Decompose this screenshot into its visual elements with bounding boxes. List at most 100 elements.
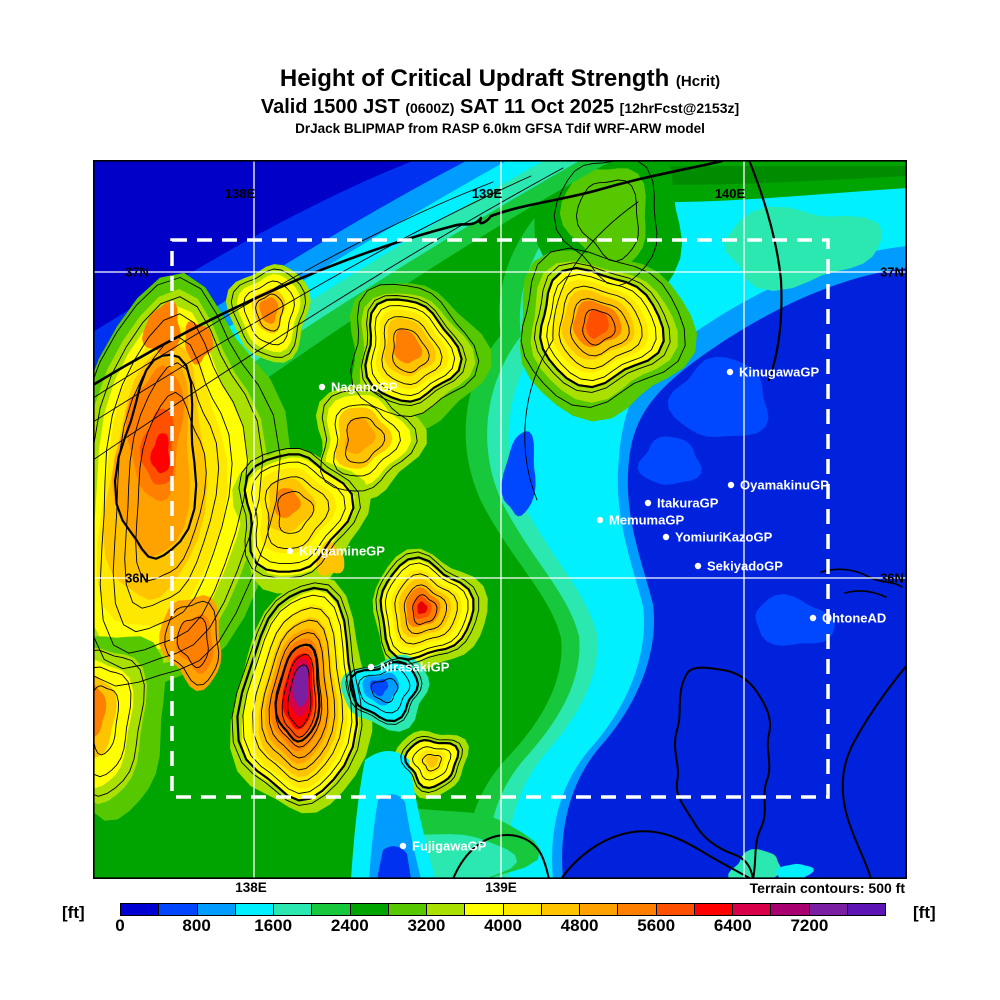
contour-line bbox=[274, 643, 321, 743]
site-dot-KinugawaGP bbox=[726, 368, 734, 376]
contour-line bbox=[558, 285, 643, 370]
lon-label-top: 139E bbox=[472, 186, 503, 201]
terrain-contours-note: Terrain contours: 500 ft bbox=[749, 880, 905, 896]
colorbar-tick-4000: 4000 bbox=[484, 916, 522, 935]
contour-region bbox=[369, 679, 389, 697]
contour-line bbox=[379, 556, 475, 661]
contour-line bbox=[345, 417, 386, 464]
site-dot-OyamakinuGP bbox=[727, 481, 735, 489]
contour-region bbox=[776, 863, 814, 879]
contour-line bbox=[520, 247, 686, 408]
contour-line bbox=[569, 298, 630, 357]
contour-line bbox=[93, 167, 564, 461]
site-markers: NaganoGP KinugawaGP OyamakinuGP ItakuraGP Me… bbox=[286, 365, 886, 854]
contour-line bbox=[360, 295, 467, 407]
contour-line bbox=[287, 664, 312, 728]
contour-region bbox=[93, 684, 107, 737]
colorbar-tick-4800: 4800 bbox=[560, 916, 599, 935]
site-dot-MemumaGP bbox=[596, 516, 604, 524]
lon-label-top: 138E bbox=[225, 186, 256, 201]
contour-line bbox=[381, 316, 443, 385]
contour-line bbox=[99, 313, 248, 654]
contour-line bbox=[539, 266, 665, 389]
valid-time-local: Valid 1500 JST bbox=[260, 96, 406, 118]
lon-label-bottom: 138E bbox=[235, 880, 267, 895]
contour-line bbox=[844, 590, 887, 598]
contour-line bbox=[242, 594, 353, 794]
site-dot-OhtoneAD bbox=[809, 614, 817, 622]
contour-line bbox=[421, 753, 442, 772]
colorbar-cell-18 bbox=[809, 904, 848, 915]
colorbar-cell-19 bbox=[847, 904, 885, 915]
contour-line bbox=[112, 336, 233, 633]
colorbar-tick-labels: 0 800 1600 2400 3200 4000 4800 5600 6400 7200 bbox=[115, 916, 886, 938]
contour-line bbox=[533, 262, 671, 393]
contour-line bbox=[687, 666, 771, 879]
title-block: Height of Critical Updraft Strength (Hcr… bbox=[0, 66, 1000, 138]
site-label-NirasakiGP: NirasakiGP bbox=[380, 660, 450, 675]
contour-line bbox=[333, 404, 401, 477]
lat-label-right: 36N bbox=[880, 571, 904, 586]
contour-region bbox=[755, 594, 835, 646]
contour-line bbox=[412, 746, 452, 781]
colorbar-cell-13 bbox=[618, 904, 657, 915]
contour-line bbox=[93, 666, 132, 778]
contour-line bbox=[575, 179, 639, 263]
colorbar-cell-7 bbox=[388, 904, 427, 915]
contour-line bbox=[747, 160, 783, 382]
contour-line bbox=[93, 181, 494, 399]
contour-region bbox=[344, 418, 376, 454]
contour-line bbox=[370, 677, 399, 704]
colorbar-tick-6400: 6400 bbox=[713, 916, 752, 935]
contour-line bbox=[113, 353, 198, 560]
site-dot-NirasakiGP bbox=[367, 663, 375, 671]
contour-line bbox=[350, 283, 480, 418]
colorbar-cell-3 bbox=[235, 904, 274, 915]
valid-time-utc: (0600Z) bbox=[405, 100, 455, 116]
contour-line bbox=[524, 201, 639, 501]
contour-line bbox=[674, 671, 754, 879]
colorbar-cell-6 bbox=[350, 904, 389, 915]
contour-region bbox=[425, 755, 439, 768]
colorbar-cell-14 bbox=[656, 904, 695, 915]
contour-region bbox=[292, 664, 308, 707]
colorbar-unit-left: [ft] bbox=[62, 903, 85, 922]
contour-line bbox=[358, 668, 411, 714]
contour-line bbox=[403, 584, 447, 635]
contour-line bbox=[375, 551, 480, 666]
contour-line bbox=[394, 573, 458, 645]
colorbar-cell-2 bbox=[197, 904, 236, 915]
site-label-OyamakinuGP: OyamakinuGP bbox=[740, 478, 829, 493]
colorbar-tick-7200: 7200 bbox=[790, 916, 829, 935]
site-label-MemumaGP: MemumaGP bbox=[609, 513, 684, 528]
colorbar-cell-1 bbox=[159, 904, 198, 915]
contour-line bbox=[553, 160, 658, 287]
contour-line bbox=[320, 389, 418, 492]
contour-line bbox=[252, 607, 344, 783]
contour-line bbox=[93, 277, 281, 687]
contour-region bbox=[417, 601, 428, 614]
graticule bbox=[93, 160, 907, 879]
colorbar-cell-4 bbox=[274, 904, 313, 915]
contour-line bbox=[820, 568, 903, 588]
model-subtitle: DrJack BLIPMAP from RASP 6.0km GFSA Tdif… bbox=[295, 121, 705, 136]
contour-line bbox=[93, 175, 532, 423]
contour-line bbox=[93, 296, 264, 670]
contour-region bbox=[185, 320, 214, 365]
contour-region bbox=[586, 309, 609, 339]
contour-line bbox=[164, 600, 220, 686]
contour-line bbox=[236, 586, 358, 802]
site-label-SekiyadoGP: SekiyadoGP bbox=[707, 559, 783, 574]
contour-region bbox=[150, 433, 170, 474]
contour-line bbox=[582, 308, 616, 346]
colorbar bbox=[120, 903, 886, 916]
colorbar-cell-16 bbox=[733, 904, 772, 915]
colorbar-cell-10 bbox=[503, 904, 542, 915]
colorbar-cell-9 bbox=[465, 904, 504, 915]
site-label-OhtoneAD: OhtoneAD bbox=[822, 611, 886, 626]
colorbar-tick-3200: 3200 bbox=[407, 916, 446, 935]
contour-line bbox=[93, 685, 119, 756]
contour-region bbox=[562, 268, 907, 879]
site-dot-SekiyadoGP bbox=[694, 562, 702, 570]
lat-label-left: 37N bbox=[125, 265, 149, 280]
